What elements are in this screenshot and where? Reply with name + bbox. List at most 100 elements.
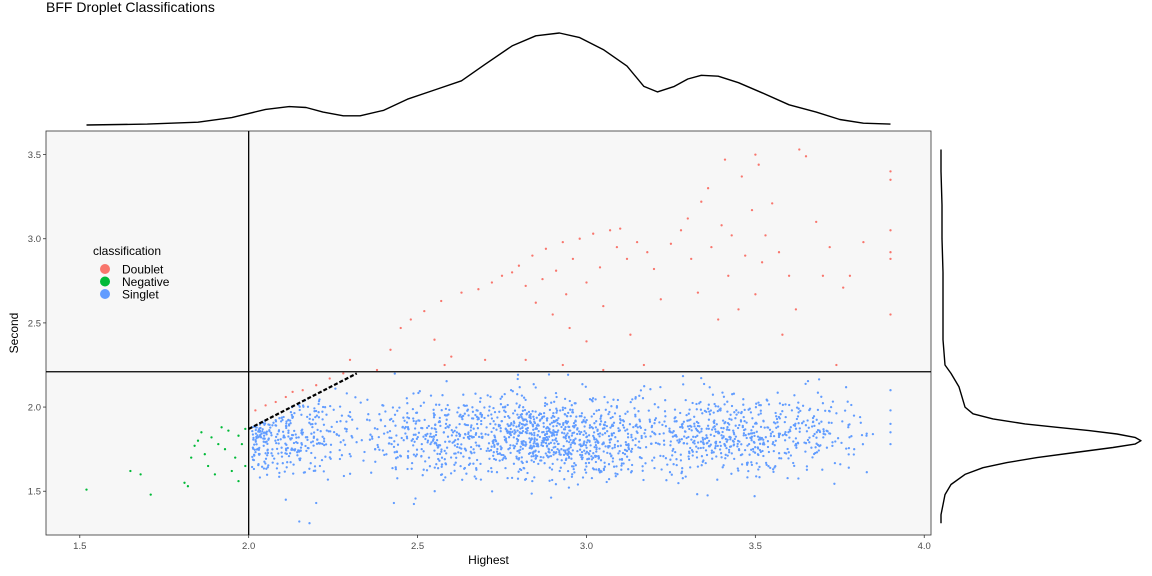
point-singlet [669,444,672,447]
point-singlet [298,405,301,408]
point-singlet [537,430,540,433]
point-doublet [433,338,436,341]
point-singlet [687,455,690,458]
point-singlet [378,448,381,451]
point-singlet [410,467,413,470]
point-singlet [440,456,444,459]
point-singlet [766,426,770,429]
point-singlet [858,415,862,419]
point-singlet [282,434,285,437]
point-singlet [340,414,344,417]
point-singlet [605,480,608,484]
point-singlet [695,450,698,454]
point-singlet [769,432,773,435]
point-singlet [721,391,724,394]
point-singlet [671,449,674,452]
point-singlet [889,409,892,412]
point-singlet [850,403,853,407]
point-singlet [560,431,564,434]
point-singlet [717,431,721,434]
point-singlet [426,439,430,442]
point-singlet [565,434,568,437]
point-singlet [548,423,552,426]
point-singlet [556,447,559,451]
point-singlet [552,425,555,428]
point-singlet [604,421,607,424]
point-singlet [308,467,311,470]
point-singlet [659,454,662,458]
point-singlet [637,410,640,413]
point-singlet [573,425,576,428]
point-singlet [435,430,438,434]
point-singlet [811,456,814,459]
point-singlet [432,408,435,411]
point-singlet [515,457,518,460]
point-singlet [622,420,626,423]
point-singlet [323,443,326,447]
point-singlet [503,435,506,439]
point-singlet [810,446,813,449]
point-singlet [619,419,622,422]
point-singlet [504,457,508,460]
point-singlet [889,431,892,434]
point-singlet [788,403,791,407]
point-singlet [503,455,507,458]
top-density-curve [86,32,891,126]
point-singlet [264,457,268,460]
point-singlet [859,421,862,424]
point-singlet [551,439,554,442]
point-singlet [648,418,651,421]
point-doublet [477,288,480,291]
point-singlet [816,391,820,394]
point-singlet [283,470,286,473]
point-singlet [499,445,502,448]
point-singlet [585,441,588,444]
point-singlet [720,456,723,459]
point-singlet [788,436,791,439]
point-doublet [642,363,646,367]
point-singlet [719,408,722,412]
point-singlet [648,420,652,423]
point-negative [220,426,223,429]
point-singlet [455,434,458,437]
point-singlet [285,426,288,430]
point-singlet [464,423,468,427]
point-doublet [348,358,352,362]
point-singlet [324,443,328,446]
point-singlet [612,398,615,401]
point-singlet [587,457,590,460]
point-singlet [830,421,833,425]
point-singlet [771,468,775,471]
point-singlet [520,413,524,416]
point-singlet [653,456,656,459]
point-singlet [545,454,549,457]
point-singlet [751,425,755,428]
point-negative [139,473,142,476]
point-singlet [529,417,532,420]
point-singlet [594,398,597,401]
point-singlet [828,410,831,413]
point-singlet [812,415,816,418]
point-singlet [746,444,749,447]
point-singlet [420,455,423,458]
point-singlet [525,460,529,464]
point-singlet [442,431,445,434]
point-singlet [602,450,605,453]
point-doublet [835,363,838,367]
point-singlet [390,436,393,440]
point-singlet [542,411,546,415]
point-singlet [509,444,512,447]
point-singlet [528,420,532,423]
point-singlet [822,436,825,439]
x-axis-title: Highest [468,553,509,567]
point-singlet [453,469,456,472]
point-singlet [480,422,483,426]
point-singlet [626,410,629,413]
point-doublet [598,266,602,269]
point-singlet [771,442,774,446]
point-singlet [806,438,810,442]
point-singlet [755,475,758,478]
point-singlet [407,428,410,431]
point-doublet [764,234,767,237]
